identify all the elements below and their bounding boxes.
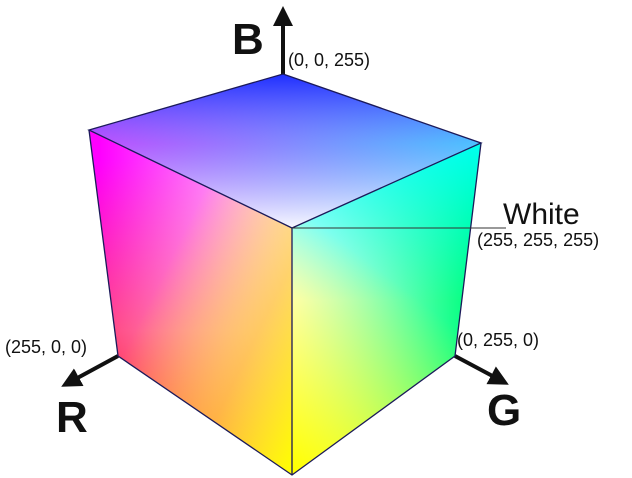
r-axis-arrow	[61, 354, 119, 387]
white-coord-label: (255, 255, 255)	[477, 230, 599, 250]
g-coord-label: (0, 255, 0)	[457, 330, 539, 350]
g-axis-label: G	[487, 386, 521, 435]
cube-right-face	[292, 143, 481, 475]
g-axis-arrow	[454, 354, 509, 385]
cube-left-face	[89, 130, 292, 475]
b-coord-label: (0, 0, 255)	[288, 50, 370, 70]
white-label: White	[503, 198, 580, 231]
r-coord-label: (255, 0, 0)	[5, 337, 87, 357]
b-axis-label: B	[232, 15, 264, 64]
r-axis-label: R	[56, 393, 88, 442]
cube-top-face	[89, 74, 481, 228]
